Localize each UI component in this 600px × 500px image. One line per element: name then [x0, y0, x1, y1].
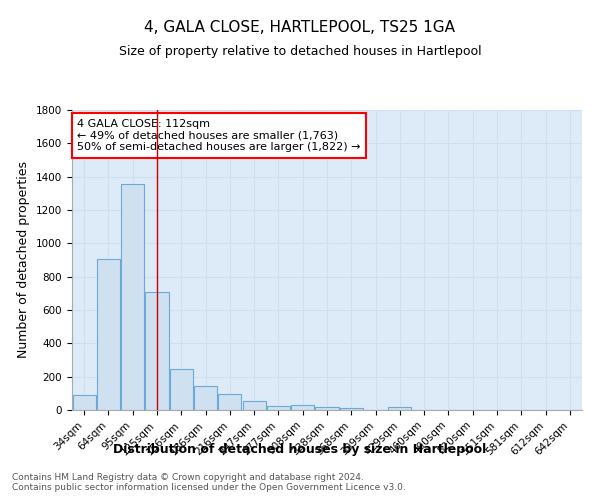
- Bar: [388, 406, 412, 410]
- Bar: [121, 184, 144, 410]
- Text: Contains public sector information licensed under the Open Government Licence v3: Contains public sector information licen…: [12, 484, 406, 492]
- Bar: [73, 395, 95, 410]
- Bar: [291, 405, 314, 410]
- Bar: [316, 407, 338, 410]
- Text: 4, GALA CLOSE, HARTLEPOOL, TS25 1GA: 4, GALA CLOSE, HARTLEPOOL, TS25 1GA: [145, 20, 455, 35]
- Bar: [218, 394, 241, 410]
- Bar: [170, 368, 193, 410]
- Bar: [242, 401, 266, 410]
- Bar: [194, 386, 217, 410]
- Bar: [267, 406, 290, 410]
- Text: Distribution of detached houses by size in Hartlepool: Distribution of detached houses by size …: [113, 442, 487, 456]
- Text: Contains HM Land Registry data © Crown copyright and database right 2024.: Contains HM Land Registry data © Crown c…: [12, 472, 364, 482]
- Text: 4 GALA CLOSE: 112sqm
← 49% of detached houses are smaller (1,763)
50% of semi-de: 4 GALA CLOSE: 112sqm ← 49% of detached h…: [77, 119, 361, 152]
- Bar: [145, 292, 169, 410]
- Bar: [97, 259, 120, 410]
- Bar: [340, 408, 363, 410]
- Y-axis label: Number of detached properties: Number of detached properties: [17, 162, 31, 358]
- Text: Size of property relative to detached houses in Hartlepool: Size of property relative to detached ho…: [119, 45, 481, 58]
